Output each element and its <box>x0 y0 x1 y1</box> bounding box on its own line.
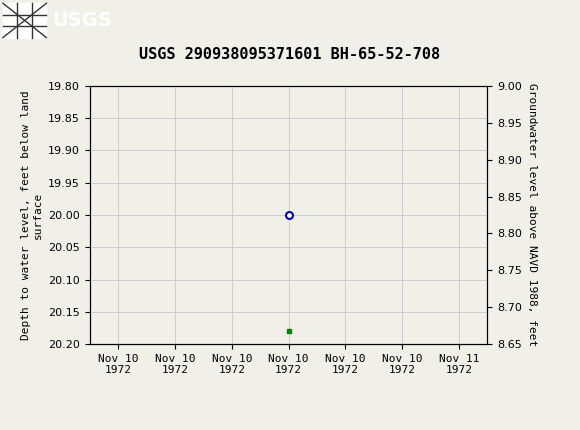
Y-axis label: Groundwater level above NAVD 1988, feet: Groundwater level above NAVD 1988, feet <box>527 83 537 347</box>
Y-axis label: Depth to water level, feet below land
surface: Depth to water level, feet below land su… <box>21 90 43 340</box>
Text: USGS 290938095371601 BH-65-52-708: USGS 290938095371601 BH-65-52-708 <box>139 47 441 62</box>
Bar <box>3 3 46 37</box>
Text: USGS: USGS <box>52 11 112 30</box>
